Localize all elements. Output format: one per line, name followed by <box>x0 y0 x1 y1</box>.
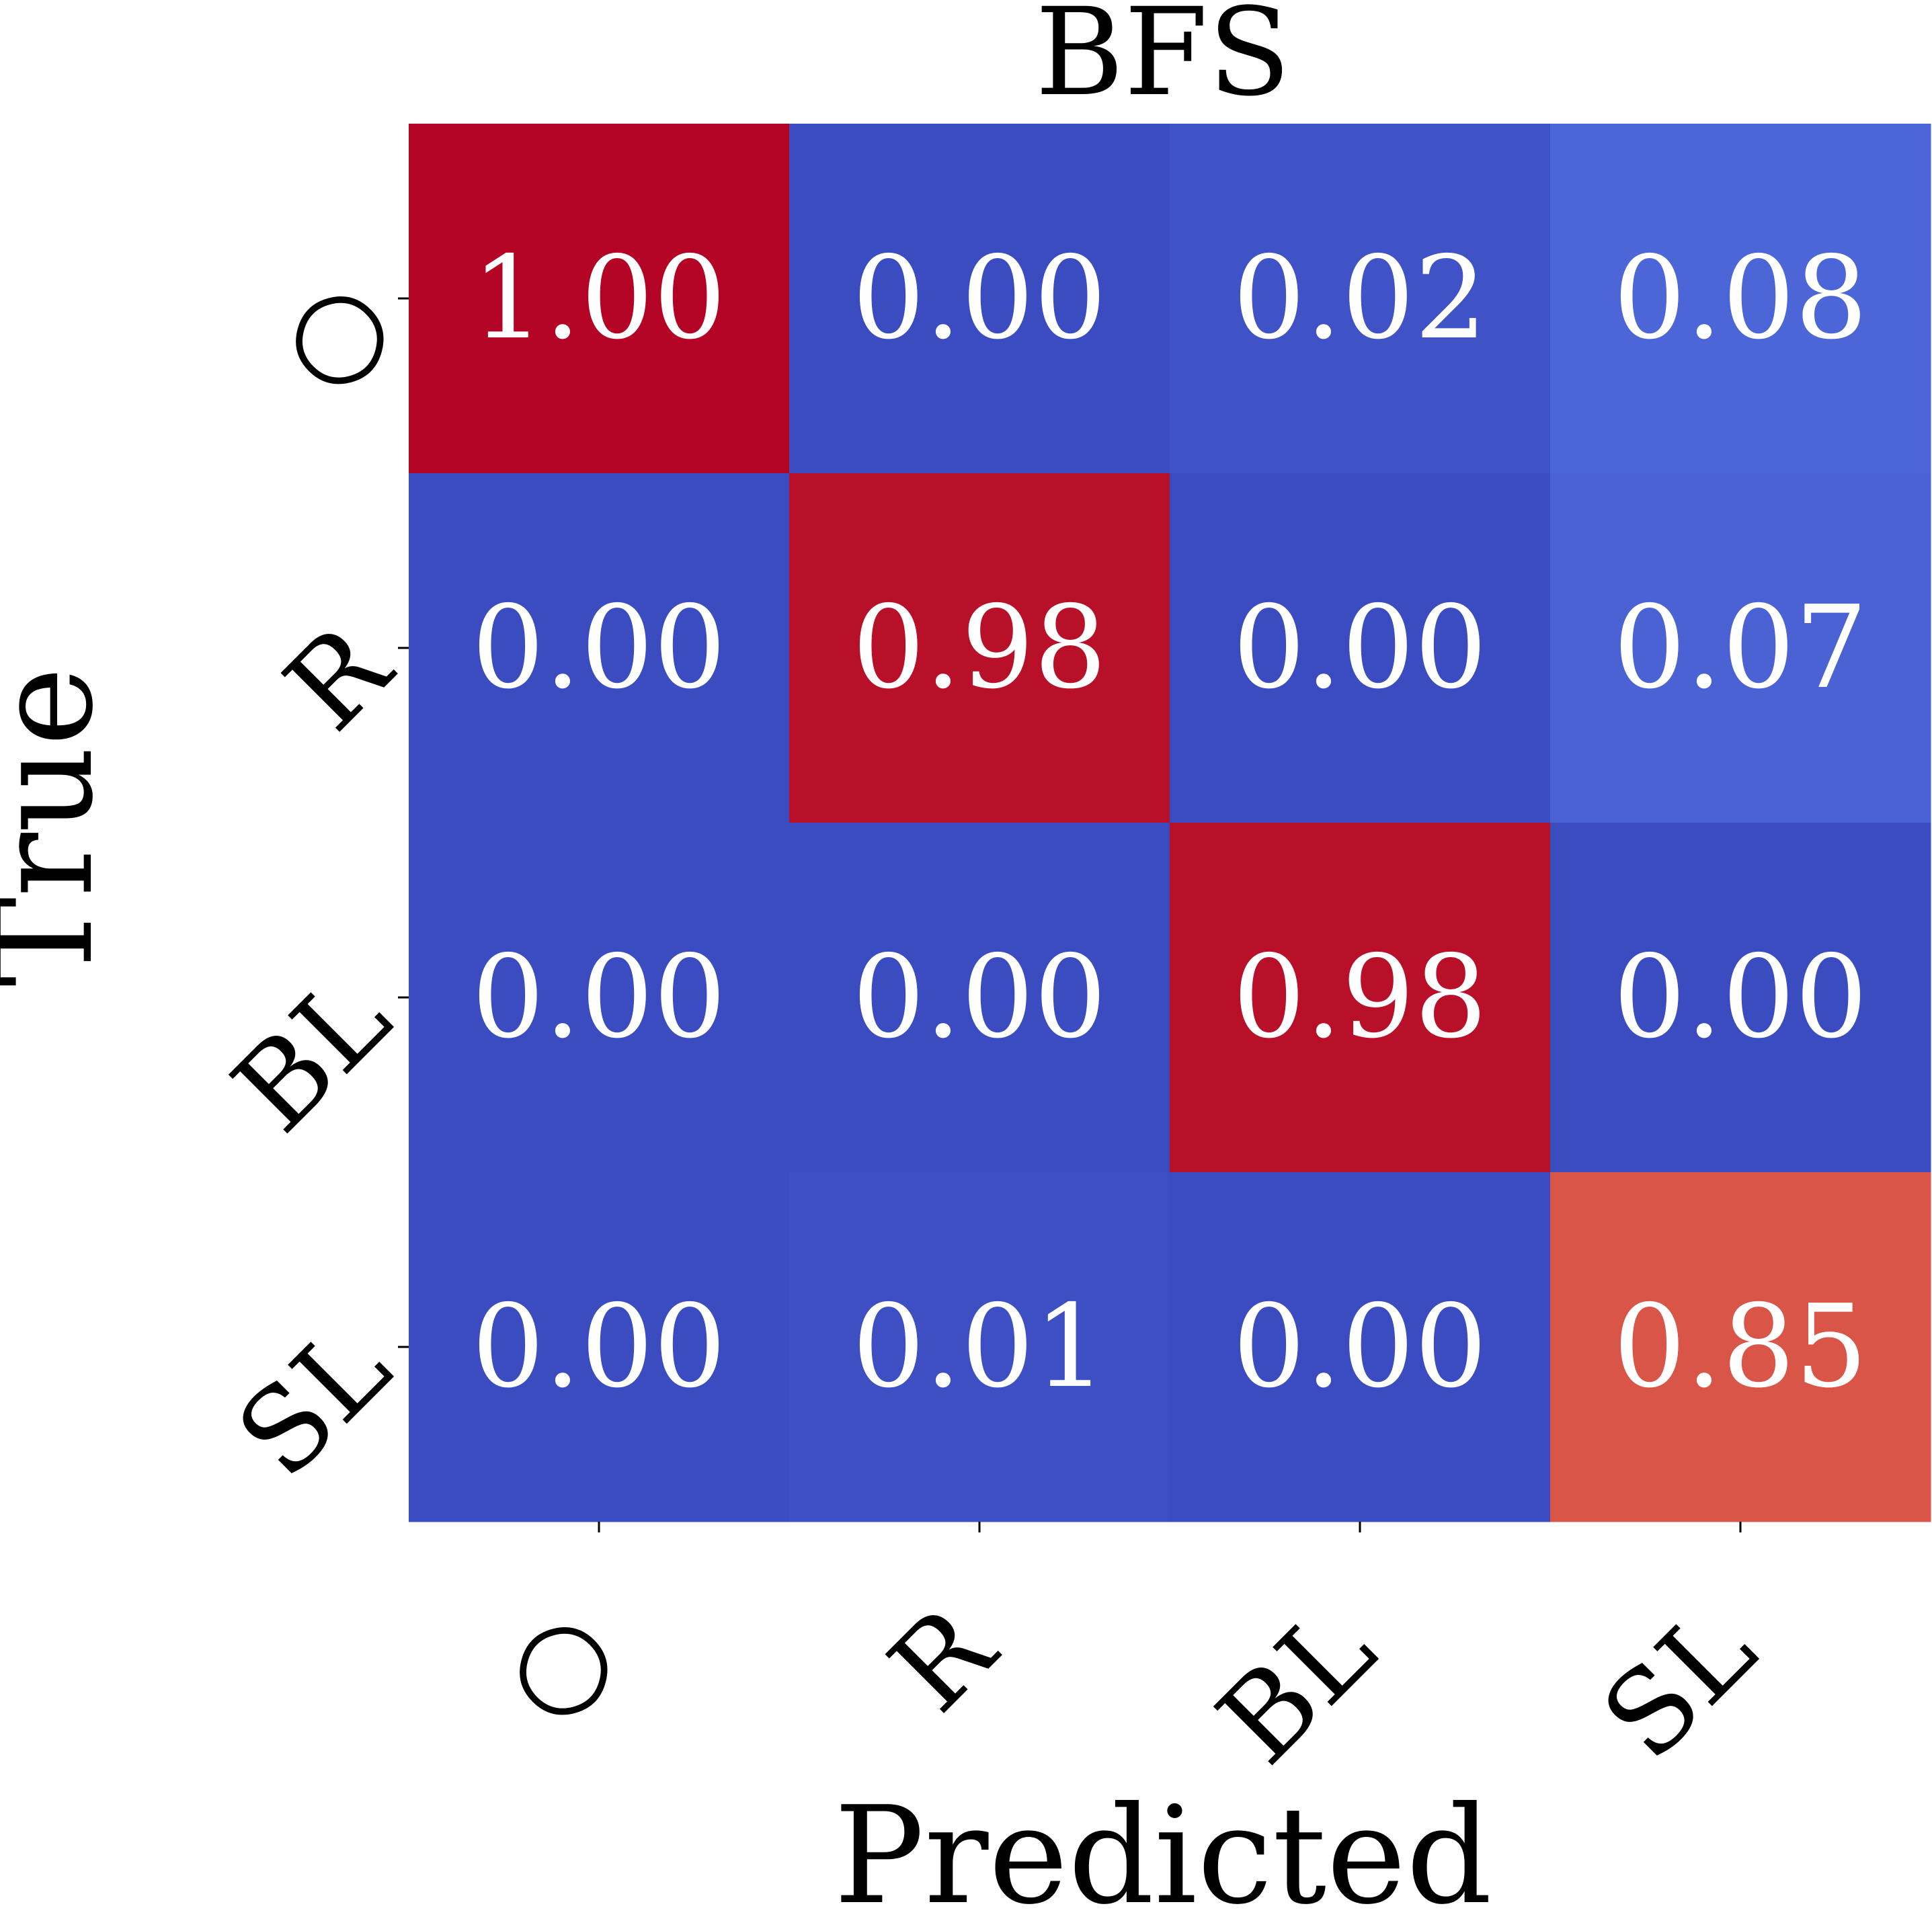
cell-value-label-r2-c2: 0.98 <box>1233 931 1488 1064</box>
heatmap-cell-r3-c2 <box>1170 1172 1551 1522</box>
cell-value-label-r2-c3: 0.00 <box>1613 931 1868 1064</box>
heatmap-cell-r1-c0 <box>409 473 790 823</box>
axis-ticks <box>398 297 1742 1532</box>
heatmap-cell-r0-c0 <box>409 124 790 474</box>
heatmap-cell-r1-c1 <box>789 473 1170 823</box>
y-tick-label-2: BL <box>208 950 415 1157</box>
heatmap-cell-r3-c1 <box>789 1172 1170 1522</box>
heatmap-cell-r1-c3 <box>1550 473 1931 823</box>
heatmap-cell-r2-c2 <box>1170 823 1551 1173</box>
y-tick-label-0: ○ <box>251 251 415 416</box>
heatmap-cell-r3-c0 <box>409 1172 790 1522</box>
heatmap-cell-r0-c1 <box>789 124 1170 474</box>
heatmap-cell-r0-c3 <box>1550 124 1931 474</box>
cell-value-label-r3-c2: 0.00 <box>1233 1280 1488 1413</box>
y-tick-label-1: R <box>260 598 417 755</box>
heatmap-cell-r2-c1 <box>789 823 1170 1173</box>
cell-value-label-r1-c2: 0.00 <box>1233 581 1488 714</box>
heatmap-cell-r2-c0 <box>409 823 790 1173</box>
x-tick-label-0: ○ <box>475 1582 639 1747</box>
heatmap-cell-r2-c3 <box>1550 823 1931 1173</box>
cell-value-label-r2-c1: 0.00 <box>852 931 1107 1064</box>
cell-value-label-r0-c0: 1.00 <box>472 232 727 365</box>
y-axis-label: True <box>0 667 123 987</box>
heatmap-cell-r0-c2 <box>1170 124 1551 474</box>
cell-value-label-r0-c3: 0.08 <box>1613 232 1868 365</box>
x-tick-label-1: R <box>864 1579 1022 1737</box>
cell-value-label-r0-c1: 0.00 <box>852 232 1107 365</box>
heatmap-cell-r1-c2 <box>1170 473 1551 823</box>
cell-value-label-r3-c1: 0.01 <box>852 1280 1107 1413</box>
cell-value-label-r0-c2: 0.02 <box>1233 232 1488 365</box>
cell-value-label-r3-c0: 0.00 <box>472 1280 727 1413</box>
heatmap-cell-labels: 1.00 0.00 0.02 0.08 0.00 0.98 0.00 0.07 0.00 0.00… <box>472 232 1868 1413</box>
heatmap-cells <box>409 124 1931 1522</box>
cell-value-label-r1-c1: 0.98 <box>852 581 1107 714</box>
chart-title: BFS <box>1035 0 1291 123</box>
y-tick-label-3: SL <box>212 1300 415 1503</box>
cell-value-label-r1-c3: 0.07 <box>1613 581 1868 714</box>
x-axis-label: Predicted <box>834 1778 1492 1931</box>
cell-value-label-r3-c3: 0.85 <box>1613 1280 1868 1413</box>
cell-value-label-r1-c0: 0.00 <box>472 581 727 714</box>
x-tick-label-2: BL <box>1193 1582 1400 1789</box>
x-tick-label-3: SL <box>1578 1582 1781 1785</box>
cell-value-label-r2-c0: 0.00 <box>472 931 727 1064</box>
heatmap-cell-r3-c3 <box>1550 1172 1931 1522</box>
